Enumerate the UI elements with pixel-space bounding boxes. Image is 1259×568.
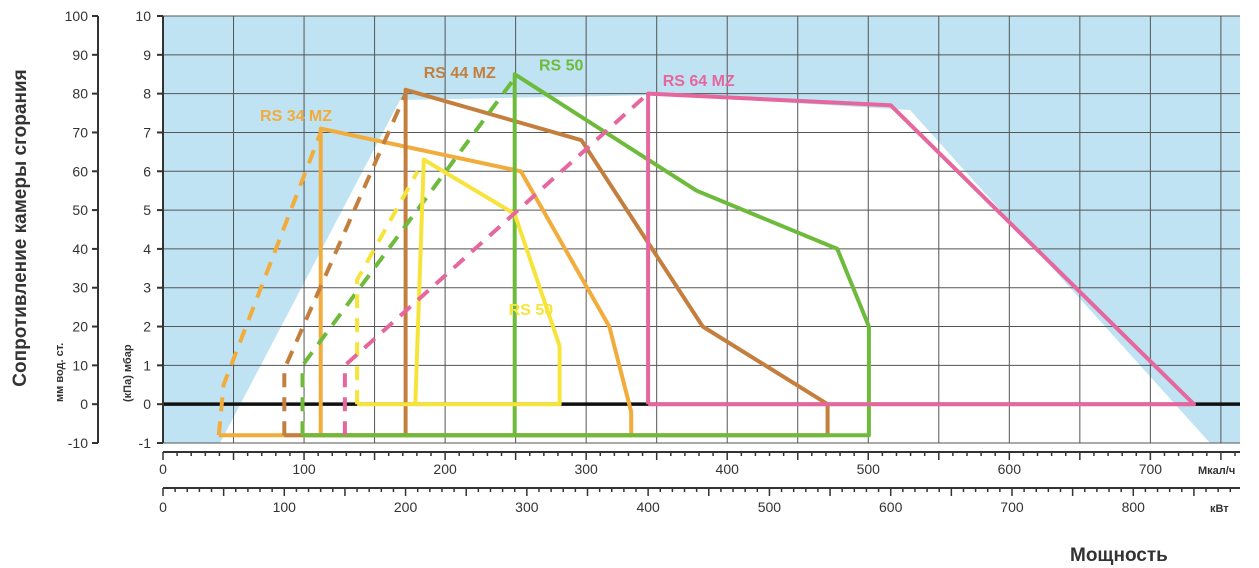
y-mbar-tick-label: 5 [143,202,151,218]
y-mbar-tick-label: 4 [143,241,151,257]
x-top-tick-label: 100 [292,461,316,477]
x-top-tick-label: 400 [716,461,740,477]
y-mm-tick-label: -10 [68,435,88,451]
y-mm-tick-label: 50 [72,202,88,218]
operating-area-background [220,95,1210,443]
x-bottom-tick-label: 300 [515,499,539,515]
x-bottom-tick-label: 700 [1000,499,1024,515]
x-top-tick-label: 600 [998,461,1022,477]
x-bottom-tick-label: 500 [758,499,782,515]
y-mm-tick-label: 20 [72,319,88,335]
series-label: RS 34 MZ [260,108,332,125]
y-mbar-tick-label: 8 [143,86,151,102]
y-mm-tick-label: 100 [65,8,89,24]
y-mbar-tick-label: 7 [143,124,151,140]
x-bottom-tick-label: 200 [394,499,418,515]
y-mbar-tick-label: 9 [143,47,151,63]
y-mm-tick-label: 30 [72,280,88,296]
series-4-solid-line [646,91,1196,407]
y-mbar-tick-label: 1 [143,357,151,373]
x-top-tick-label: 300 [574,461,598,477]
y-mm-tick-label: 10 [72,357,88,373]
series-0-dashed-line [216,131,323,436]
left-axis-unit-label: мм вод. ст. [54,343,66,402]
series-3-solid-line [357,157,562,407]
series-group [216,72,1196,438]
x-bottom-tick-label: 400 [636,499,660,515]
x-top-tick-label: 500 [857,461,881,477]
y-mbar-tick-label: 6 [143,163,151,179]
y-mbar-tick-label: -1 [139,435,152,451]
series-label: RS 44 MZ [424,65,496,82]
x-axis-bottom-unit: кВт [1210,503,1229,515]
series-3-dashed-line [355,170,420,405]
series-4-dashed-line [342,92,650,436]
series-label: RS 64 MZ [663,73,735,90]
x-axis-top-unit: Мкал/ч [1198,465,1235,477]
y-mm-tick-label: 70 [72,124,88,140]
x-axis-top-ticks: 0 100 200 300 400 500 600 700 [159,452,1236,477]
x-bottom-tick-label: 800 [1122,499,1146,515]
y-mm-tick-label: 40 [72,241,88,257]
x-top-tick-label: 700 [1139,461,1163,477]
y-mbar-tick-label: 0 [143,396,151,412]
y-axis-title: Сопротивление камеры сгорания [10,69,31,386]
x-axis-bottom-ticks: 0 100 200 300 400 500 600 700 800 [159,488,1232,515]
y-mbar-tick-label: 2 [143,319,151,335]
y-mbar-tick-label: 3 [143,280,151,296]
x-bottom-tick-label: 600 [879,499,903,515]
y-mm-tick-label: 60 [72,163,88,179]
series-1-dashed-line [282,92,408,436]
series-2-solid-line [302,72,871,438]
y-mm-tick-label: 0 [80,396,88,412]
right-axis-unit-label: (кПа) мбар [122,344,134,402]
x-top-tick-label: 200 [433,461,457,477]
x-top-tick-label: 0 [159,461,167,477]
series-label: RS 50 [509,302,554,319]
y-mbar-tick-label: 10 [135,8,151,24]
x-bottom-tick-label: 100 [273,499,297,515]
series-label: RS 50 [539,57,584,74]
y-mm-tick-label: 80 [72,86,88,102]
y-mm-tick-label: 90 [72,47,88,63]
x-axis-title: Мощность [1070,545,1168,566]
x-bottom-tick-label: 0 [159,499,167,515]
series-labels-group: RS 44 MZ RS 50 RS 64 MZ RS 34 MZ RS 50 [260,57,735,319]
